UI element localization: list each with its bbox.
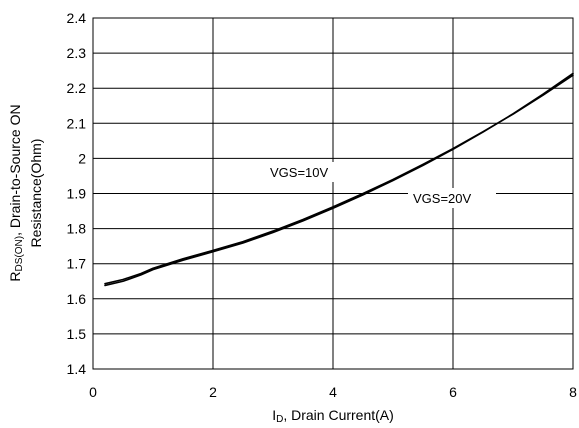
y-tick-label: 2.2 — [67, 80, 87, 96]
y-axis-label: RDS(ON), Drain-to-Source ON Resistance(O… — [7, 104, 44, 281]
annotation-vgs10: VGS=10V — [270, 165, 329, 180]
y-tick-label: 1.4 — [67, 361, 87, 377]
x-tick-labels: 0 2 4 6 8 — [89, 384, 577, 400]
grid — [93, 18, 573, 369]
y-tick-label: 1.6 — [67, 291, 87, 307]
x-tick-label: 8 — [569, 384, 577, 400]
y-axis-label-line1: RDS(ON), Drain-to-Source ON — [7, 104, 25, 281]
data-series — [104, 72, 574, 287]
plot-frame — [92, 17, 574, 370]
y-tick-label: 1.5 — [67, 326, 87, 342]
y-tick-label: 2.3 — [67, 45, 87, 61]
y-tick-label: 2.1 — [67, 115, 87, 131]
x-tick-label: 0 — [89, 384, 97, 400]
y-tick-labels: 1.4 1.5 1.6 1.7 1.8 1.9 2 2.1 2.2 2.3 2.4 — [67, 10, 87, 377]
y-tick-label: 2.4 — [67, 10, 87, 26]
x-axis-label: ID, Drain Current(A) — [272, 407, 394, 425]
y-tick-label: 1.8 — [67, 221, 87, 237]
y-tick-label: 2 — [78, 150, 86, 166]
y-tick-label: 1.7 — [67, 256, 87, 272]
y-tick-label: 1.9 — [67, 186, 87, 202]
annotation-vgs20: VGS=20V — [413, 191, 472, 206]
series-line-vgs20 — [104, 72, 574, 287]
x-tick-label: 2 — [209, 384, 217, 400]
y-axis-label-line2: Resistance(Ohm) — [28, 139, 44, 248]
x-tick-label: 6 — [449, 384, 457, 400]
x-tick-label: 4 — [329, 384, 337, 400]
annotation-bg-vgs20 — [408, 188, 496, 208]
annotation-bg-vgs10 — [265, 162, 345, 182]
